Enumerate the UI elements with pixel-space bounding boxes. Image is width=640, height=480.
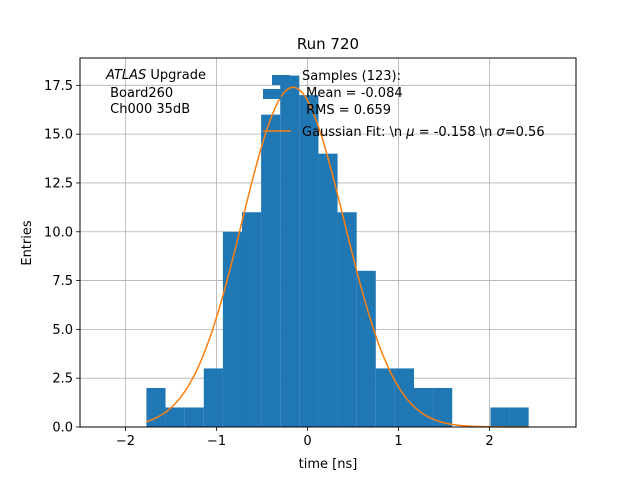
annotation-line-3: Ch000 35dB — [106, 102, 190, 117]
gaussian-fit-line — [146, 86, 529, 428]
histogram-bars — [146, 75, 529, 428]
legend-fit-prefix: Gaussian Fit: \n — [302, 125, 406, 140]
y-tick-label-4: 10.0 — [44, 225, 73, 240]
y-axis-ticks: 0.0 2.5 5.0 7.5 10.0 12.5 15.0 17.5 — [44, 79, 80, 436]
legend-fit-label: Gaussian Fit: \n μ = -0.158 \n σ=0.56 — [302, 125, 545, 140]
annotation-line-2: Board260 — [106, 86, 173, 101]
chart-title: Run 720 — [297, 35, 359, 53]
histogram-bar-1 — [165, 407, 185, 427]
histogram-bar-10 — [337, 212, 357, 427]
atlas-annotation: ATLAS Upgrade Board260 Ch000 35dB — [105, 68, 206, 117]
histogram-bar-2 — [184, 407, 204, 427]
histogram-bar-13 — [394, 368, 415, 427]
legend-fit-mu: μ — [405, 125, 414, 140]
histogram-bar-18 — [490, 407, 510, 427]
x-tick-label-4: 2 — [485, 434, 493, 449]
histogram-bar-19 — [509, 407, 529, 427]
x-tick-label-1: −1 — [207, 434, 226, 449]
y-tick-label-1: 2.5 — [52, 372, 73, 387]
histogram-bar-6 — [261, 114, 281, 427]
plot-frame — [79, 57, 577, 428]
histogram-bar-0 — [146, 387, 166, 427]
x-axis-ticks: −2 −1 0 1 2 — [116, 427, 494, 449]
legend-fit-suffix: =0.56 — [505, 125, 545, 140]
y-tick-label-3: 7.5 — [52, 274, 73, 289]
legend-samples-swatch-2 — [263, 89, 281, 99]
x-tick-label-2: 0 — [303, 434, 311, 449]
annotation-line-1: ATLAS Upgrade — [105, 68, 206, 83]
legend: Samples (123): Mean = -0.084 RMS = 0.659… — [263, 69, 545, 140]
histogram-bar-14 — [414, 387, 434, 427]
legend-mean-label: Mean = -0.084 — [302, 86, 403, 101]
legend-samples-swatch — [272, 75, 290, 85]
y-tick-label-6: 15.0 — [44, 128, 73, 143]
histogram-bar-7 — [280, 75, 300, 428]
histogram-bar-9 — [318, 153, 338, 427]
legend-samples-label: Samples (123): — [302, 69, 401, 84]
x-tick-label-0: −2 — [116, 434, 135, 449]
annotation-atlas: ATLAS — [105, 68, 146, 83]
histogram-bar-12 — [375, 368, 395, 427]
y-tick-label-7: 17.5 — [44, 79, 73, 94]
y-axis-label: Entries — [20, 220, 35, 266]
histogram-bar-5 — [241, 212, 262, 427]
histogram-bar-8 — [299, 95, 319, 427]
x-tick-label-3: 1 — [394, 434, 402, 449]
y-tick-label-2: 5.0 — [52, 323, 73, 338]
legend-fit-sigma: σ — [497, 125, 506, 140]
legend-fit-mid: = -0.158 \n — [415, 125, 497, 140]
y-tick-label-5: 12.5 — [44, 176, 73, 191]
legend-rms-label: RMS = 0.659 — [302, 103, 391, 118]
y-tick-label-0: 0.0 — [52, 421, 73, 436]
histogram-bar-15 — [433, 387, 453, 427]
x-axis-label: time [ns] — [299, 457, 358, 472]
histogram-bar-3 — [203, 368, 223, 427]
annotation-upgrade: Upgrade — [146, 68, 206, 83]
fit-curve-layer — [146, 86, 529, 428]
histogram-bar-11 — [356, 270, 376, 427]
